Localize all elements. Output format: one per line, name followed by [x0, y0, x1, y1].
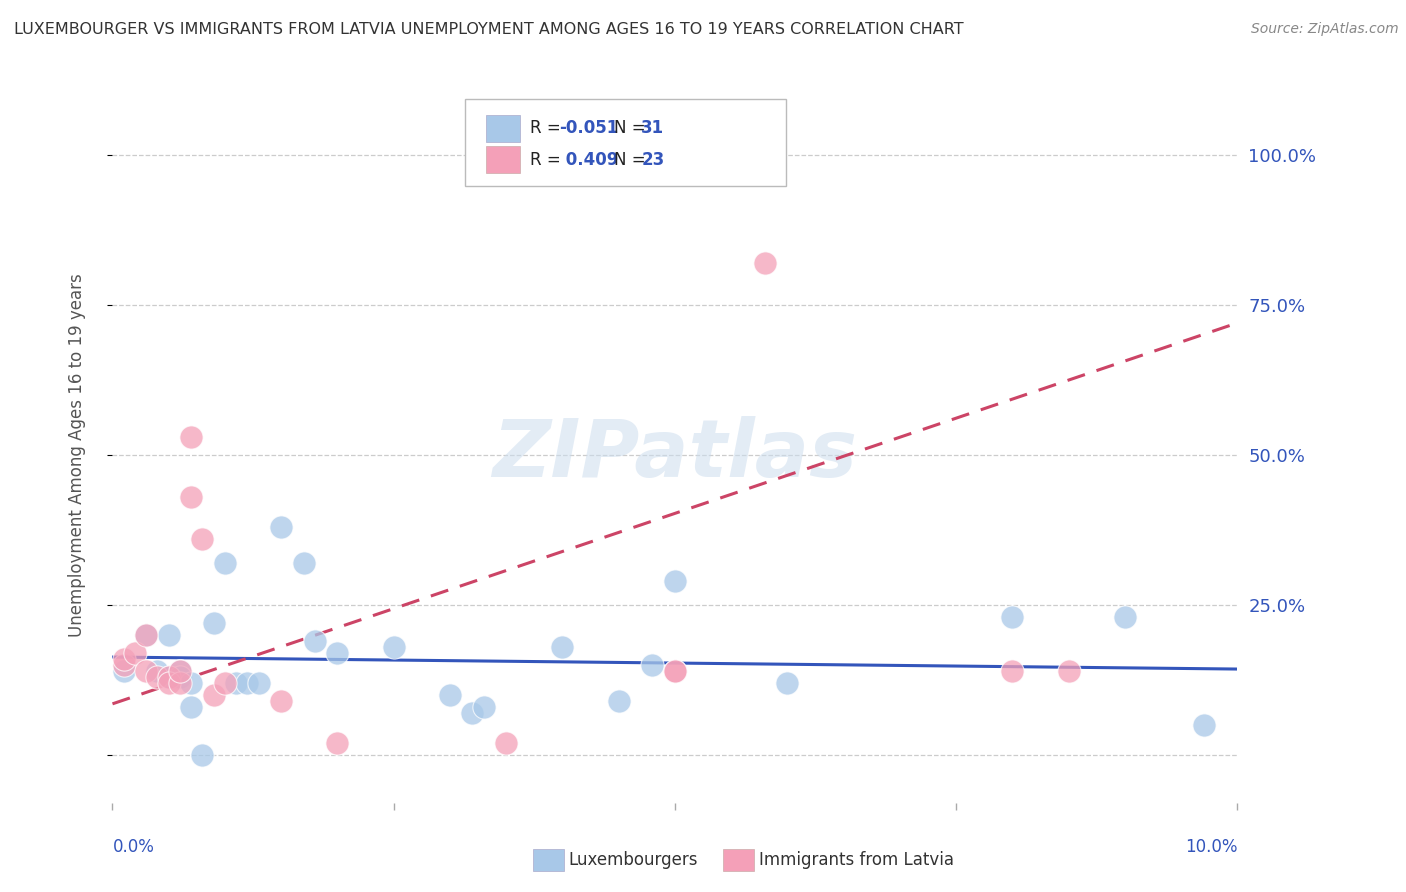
Point: [135, 664, 157, 678]
Point: [146, 670, 169, 684]
Point: [157, 670, 180, 684]
Text: 0.409: 0.409: [560, 151, 619, 169]
Point: [214, 556, 236, 570]
Point: [157, 628, 180, 642]
Point: [664, 664, 686, 678]
Text: Luxembourgers: Luxembourgers: [568, 851, 697, 869]
Point: [551, 640, 574, 654]
Point: [169, 664, 191, 678]
Point: [214, 676, 236, 690]
Point: [191, 532, 214, 546]
Text: LUXEMBOURGER VS IMMIGRANTS FROM LATVIA UNEMPLOYMENT AMONG AGES 16 TO 19 YEARS CO: LUXEMBOURGER VS IMMIGRANTS FROM LATVIA U…: [14, 22, 963, 37]
Point: [270, 520, 292, 534]
Point: [472, 699, 495, 714]
Point: [202, 688, 225, 702]
Point: [157, 670, 180, 684]
Point: [1001, 610, 1024, 624]
Point: [326, 736, 349, 750]
Point: [292, 556, 315, 570]
Text: R =: R =: [530, 120, 567, 137]
Point: [169, 664, 191, 678]
Point: [180, 490, 202, 504]
Y-axis label: Unemployment Among Ages 16 to 19 years: Unemployment Among Ages 16 to 19 years: [67, 273, 86, 637]
Point: [202, 615, 225, 630]
Point: [382, 640, 405, 654]
Text: 0.0%: 0.0%: [112, 838, 155, 856]
Point: [461, 706, 484, 720]
Point: [180, 699, 202, 714]
Point: [247, 676, 270, 690]
Text: 31: 31: [641, 120, 664, 137]
Point: [641, 657, 664, 672]
Point: [112, 652, 135, 666]
Text: N =: N =: [614, 151, 651, 169]
Point: [157, 676, 180, 690]
Point: [664, 664, 686, 678]
Point: [236, 676, 259, 690]
Point: [135, 628, 157, 642]
Point: [135, 628, 157, 642]
Point: [1001, 664, 1024, 678]
Point: [180, 430, 202, 444]
Point: [304, 633, 326, 648]
Text: 10.0%: 10.0%: [1185, 838, 1237, 856]
Point: [607, 694, 630, 708]
Point: [1114, 610, 1136, 624]
Point: [495, 736, 517, 750]
Point: [664, 574, 686, 588]
Point: [1057, 664, 1080, 678]
Point: [112, 664, 135, 678]
Text: Immigrants from Latvia: Immigrants from Latvia: [759, 851, 955, 869]
Point: [1192, 718, 1215, 732]
Point: [180, 676, 202, 690]
Point: [326, 646, 349, 660]
Text: ZIPatlas: ZIPatlas: [492, 416, 858, 494]
Point: [225, 676, 247, 690]
Text: N =: N =: [614, 120, 651, 137]
Point: [124, 646, 146, 660]
Point: [270, 694, 292, 708]
Text: R =: R =: [530, 151, 567, 169]
Text: -0.051: -0.051: [560, 120, 619, 137]
Point: [754, 256, 776, 270]
Point: [146, 664, 169, 678]
Point: [169, 676, 191, 690]
Point: [439, 688, 461, 702]
Text: 23: 23: [641, 151, 665, 169]
Text: Source: ZipAtlas.com: Source: ZipAtlas.com: [1251, 22, 1399, 37]
Point: [776, 676, 799, 690]
Point: [191, 747, 214, 762]
Point: [112, 657, 135, 672]
Point: [169, 670, 191, 684]
